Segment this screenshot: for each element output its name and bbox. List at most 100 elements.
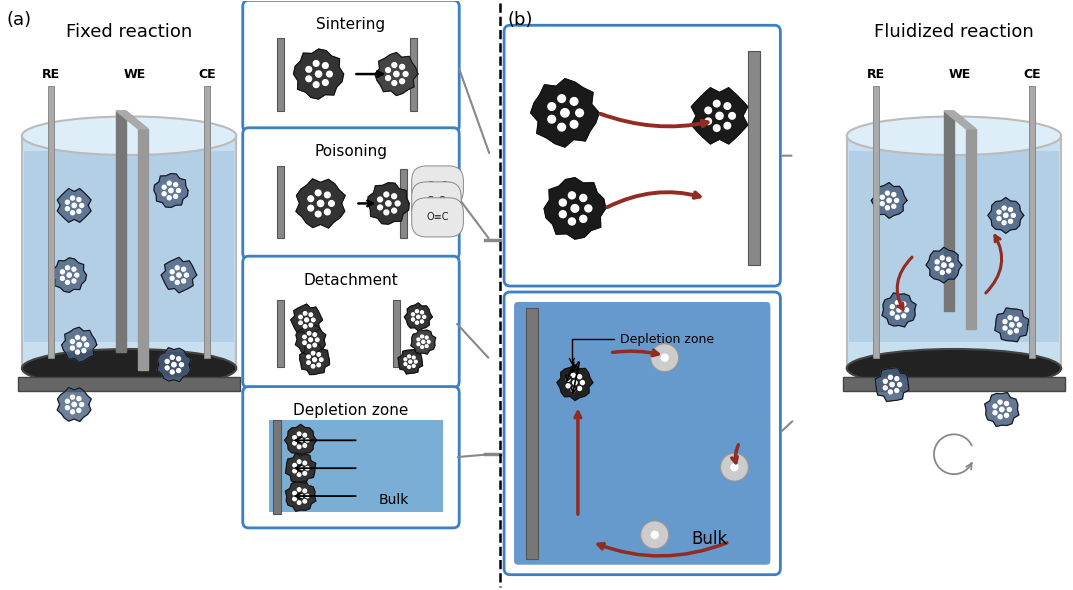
Circle shape — [162, 185, 166, 189]
Circle shape — [888, 375, 893, 379]
Circle shape — [1002, 206, 1006, 210]
Circle shape — [561, 109, 569, 117]
Circle shape — [425, 336, 428, 339]
Circle shape — [890, 382, 894, 386]
Circle shape — [1003, 320, 1006, 323]
Circle shape — [298, 494, 303, 498]
Circle shape — [308, 205, 313, 211]
Circle shape — [585, 205, 592, 212]
Circle shape — [1009, 208, 1013, 211]
Bar — [204, 86, 210, 358]
Circle shape — [411, 318, 414, 321]
Text: WE: WE — [123, 68, 146, 81]
Circle shape — [705, 107, 711, 114]
Circle shape — [293, 435, 296, 439]
Circle shape — [303, 444, 307, 447]
Text: RE: RE — [42, 68, 60, 81]
Polygon shape — [57, 388, 91, 421]
Text: CE: CE — [199, 68, 216, 81]
Circle shape — [650, 344, 678, 372]
Polygon shape — [405, 303, 432, 331]
Circle shape — [311, 365, 314, 368]
Polygon shape — [985, 392, 1019, 427]
Circle shape — [576, 109, 584, 117]
Bar — [400, 169, 407, 238]
Circle shape — [174, 195, 178, 198]
FancyBboxPatch shape — [504, 25, 780, 286]
Circle shape — [412, 365, 415, 368]
Circle shape — [75, 336, 79, 339]
Circle shape — [167, 181, 172, 185]
Circle shape — [408, 355, 411, 358]
Circle shape — [548, 116, 556, 123]
Text: CE: CE — [1023, 68, 1041, 81]
Polygon shape — [161, 257, 196, 293]
Polygon shape — [411, 329, 436, 354]
Circle shape — [297, 445, 300, 448]
Text: RE: RE — [867, 68, 885, 81]
Circle shape — [571, 388, 575, 392]
Circle shape — [320, 358, 323, 362]
Bar — [749, 51, 761, 265]
Circle shape — [414, 360, 417, 363]
Circle shape — [177, 369, 180, 372]
Circle shape — [306, 67, 311, 72]
Circle shape — [315, 211, 321, 217]
Circle shape — [400, 64, 405, 69]
Circle shape — [895, 377, 899, 381]
Circle shape — [548, 103, 556, 110]
Polygon shape — [882, 293, 916, 327]
Circle shape — [1000, 407, 1004, 412]
Circle shape — [174, 183, 178, 186]
Circle shape — [315, 338, 319, 342]
Circle shape — [293, 491, 296, 495]
Circle shape — [385, 68, 391, 73]
Circle shape — [175, 280, 179, 284]
Circle shape — [946, 257, 951, 261]
Circle shape — [75, 350, 79, 354]
Bar — [1029, 86, 1034, 358]
Circle shape — [71, 346, 74, 350]
Polygon shape — [285, 453, 315, 483]
Circle shape — [721, 453, 749, 481]
Circle shape — [168, 188, 173, 193]
Circle shape — [408, 366, 411, 368]
Circle shape — [165, 359, 170, 363]
Circle shape — [392, 63, 397, 67]
Circle shape — [181, 279, 186, 283]
Circle shape — [177, 357, 180, 360]
Circle shape — [303, 433, 307, 437]
FancyBboxPatch shape — [242, 386, 459, 528]
Circle shape — [417, 338, 420, 341]
Text: Fixed reaction: Fixed reaction — [65, 23, 192, 41]
Circle shape — [72, 279, 76, 283]
Text: Poisoning: Poisoning — [314, 144, 387, 159]
Polygon shape — [966, 129, 975, 329]
FancyBboxPatch shape — [268, 421, 443, 512]
Circle shape — [306, 467, 309, 470]
Circle shape — [305, 318, 309, 322]
Bar — [277, 166, 284, 238]
FancyBboxPatch shape — [504, 292, 780, 575]
Circle shape — [400, 79, 405, 84]
Circle shape — [731, 463, 738, 471]
Circle shape — [892, 192, 896, 196]
Circle shape — [998, 400, 1002, 404]
Circle shape — [946, 269, 951, 273]
Circle shape — [171, 270, 174, 274]
Circle shape — [416, 315, 420, 319]
Circle shape — [60, 276, 64, 280]
Circle shape — [997, 210, 1001, 214]
Polygon shape — [871, 182, 907, 218]
Circle shape — [714, 125, 720, 132]
Polygon shape — [299, 345, 329, 375]
Polygon shape — [284, 424, 317, 456]
Circle shape — [705, 118, 711, 124]
Circle shape — [171, 355, 174, 359]
Circle shape — [162, 192, 166, 196]
Circle shape — [885, 191, 890, 195]
Circle shape — [71, 339, 74, 343]
Bar — [410, 38, 416, 111]
Circle shape — [883, 386, 887, 390]
Polygon shape — [944, 111, 975, 129]
